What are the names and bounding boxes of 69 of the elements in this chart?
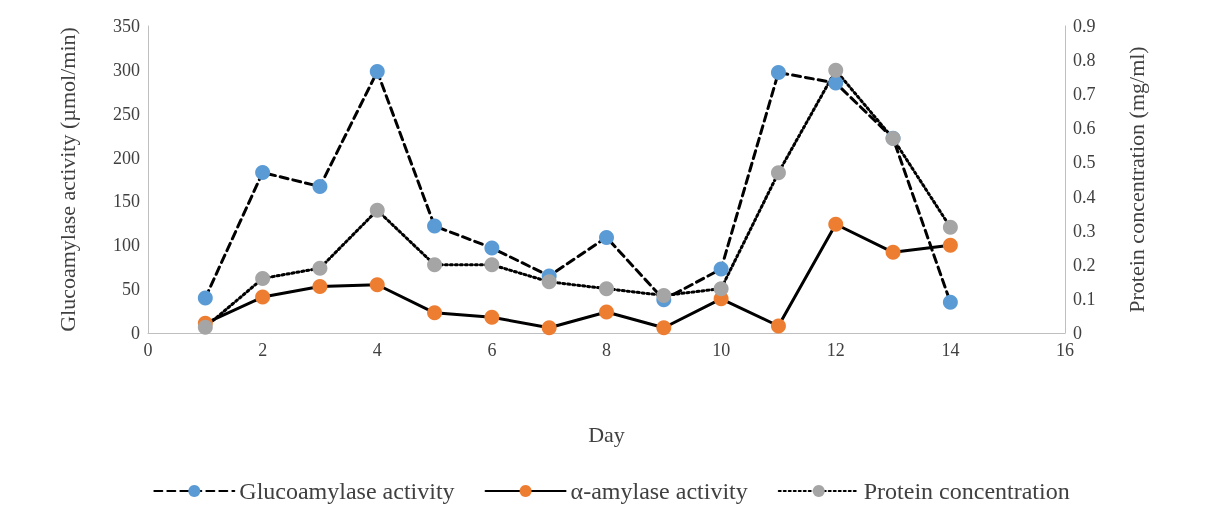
point (312, 279, 328, 295)
point (656, 320, 672, 336)
point (427, 257, 443, 273)
point (828, 62, 844, 78)
point (770, 165, 786, 181)
point (427, 305, 443, 321)
y2-tick-label: 0.9 (1073, 16, 1096, 36)
legend-label: Glucoamylase activity (239, 478, 455, 504)
point (942, 237, 958, 253)
y2-axis-title: Protein concentration (mg/ml) (1123, 46, 1149, 313)
y-tick-label: 200 (113, 147, 140, 168)
x-tick-label: 10 (712, 340, 731, 360)
x-tick-label: 14 (941, 340, 960, 360)
y2-tick-label: 0.7 (1073, 84, 1096, 105)
point (885, 244, 901, 260)
point (942, 294, 958, 310)
y-tick-label: 350 (113, 16, 140, 36)
y2-tick-label: 0.4 (1073, 186, 1096, 207)
x-tick-label: 4 (372, 340, 382, 360)
y-tick-label: 300 (113, 59, 140, 80)
y2-tick-label: 0 (1073, 323, 1082, 343)
point (197, 290, 213, 306)
x-tick-label: 12 (826, 340, 845, 360)
x-axis-title: Day (588, 421, 625, 447)
x-tick-label: 0 (143, 340, 153, 360)
point (599, 229, 614, 245)
point (255, 164, 271, 180)
legend-label: Protein concentration (863, 478, 1070, 504)
point (541, 274, 557, 290)
y-tick-label: 0 (131, 323, 140, 343)
point (369, 277, 385, 293)
y2-tick-label: 0.3 (1073, 220, 1096, 241)
point (828, 216, 844, 232)
point (369, 64, 385, 80)
point (656, 287, 672, 303)
point (942, 219, 958, 235)
point (255, 289, 271, 305)
y-tick-label: 150 (113, 191, 140, 212)
x-tick-label: 2 (258, 340, 268, 360)
point (312, 260, 328, 276)
point (427, 218, 443, 234)
point (197, 319, 213, 335)
point (599, 304, 614, 320)
point (484, 257, 500, 273)
point (484, 309, 500, 325)
legend-label: α-amylase activity (570, 478, 748, 504)
point (713, 261, 729, 277)
point (541, 320, 557, 336)
point (599, 281, 614, 297)
y2-tick-label: 0.1 (1073, 288, 1096, 309)
point (484, 240, 500, 256)
y2-tick-label: 0.2 (1073, 254, 1096, 275)
y-axis-title: Glucoamylase activity (µmol/min) (54, 27, 80, 332)
y2-tick-label: 0.6 (1073, 118, 1096, 139)
point (713, 281, 729, 297)
y-tick-label: 250 (113, 103, 140, 124)
point (312, 179, 328, 195)
point (770, 64, 786, 80)
y-tick-label: 50 (122, 279, 140, 300)
y2-tick-label: 0.8 (1073, 50, 1096, 71)
y-tick-label: 100 (113, 235, 140, 256)
x-tick-label: 16 (1056, 340, 1074, 360)
point (369, 202, 385, 218)
point (255, 270, 271, 286)
point (828, 75, 844, 91)
y2-tick-label: 0.5 (1073, 152, 1096, 173)
x-tick-label: 6 (487, 340, 497, 360)
point (770, 318, 786, 334)
x-tick-label: 8 (602, 340, 611, 360)
